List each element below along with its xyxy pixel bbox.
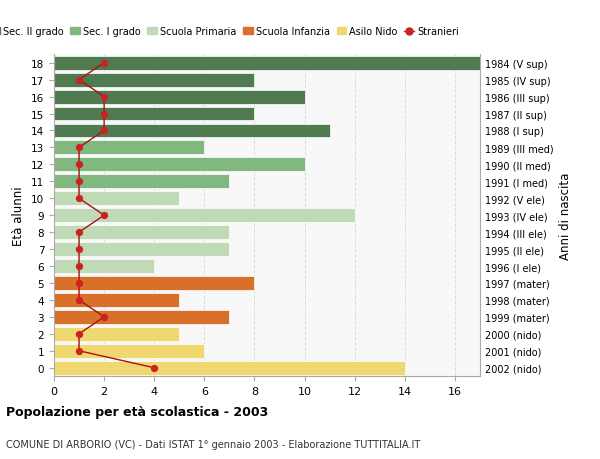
Y-axis label: Età alunni: Età alunni bbox=[13, 186, 25, 246]
Point bbox=[74, 246, 84, 253]
Bar bbox=[54, 310, 229, 324]
Point bbox=[74, 263, 84, 270]
Bar bbox=[54, 226, 229, 240]
Bar bbox=[54, 192, 179, 206]
Legend: Sec. II grado, Sec. I grado, Scuola Primaria, Scuola Infanzia, Asilo Nido, Stran: Sec. II grado, Sec. I grado, Scuola Prim… bbox=[0, 23, 463, 41]
Bar bbox=[54, 327, 179, 341]
Point bbox=[100, 313, 109, 321]
Point bbox=[74, 161, 84, 168]
Bar bbox=[54, 73, 254, 87]
Point bbox=[100, 128, 109, 135]
Bar bbox=[54, 124, 329, 138]
Bar bbox=[54, 158, 305, 172]
Point bbox=[100, 111, 109, 118]
Bar bbox=[54, 90, 305, 104]
Point bbox=[74, 77, 84, 84]
Point bbox=[74, 330, 84, 338]
Bar bbox=[54, 344, 205, 358]
Y-axis label: Anni di nascita: Anni di nascita bbox=[559, 172, 572, 259]
Point bbox=[74, 178, 84, 185]
Point bbox=[74, 145, 84, 152]
Point bbox=[100, 212, 109, 219]
Bar bbox=[54, 175, 229, 189]
Bar bbox=[54, 141, 205, 155]
Bar bbox=[54, 209, 355, 223]
Bar bbox=[54, 259, 154, 274]
Text: Popolazione per età scolastica - 2003: Popolazione per età scolastica - 2003 bbox=[6, 405, 268, 419]
Point bbox=[149, 364, 159, 372]
Point bbox=[74, 280, 84, 287]
Point bbox=[74, 347, 84, 355]
Point bbox=[100, 60, 109, 67]
Bar bbox=[54, 293, 179, 307]
Point bbox=[100, 94, 109, 101]
Bar bbox=[54, 276, 254, 290]
Text: COMUNE DI ARBORIO (VC) - Dati ISTAT 1° gennaio 2003 - Elaborazione TUTTITALIA.IT: COMUNE DI ARBORIO (VC) - Dati ISTAT 1° g… bbox=[6, 440, 420, 449]
Point bbox=[74, 297, 84, 304]
Bar bbox=[54, 243, 229, 257]
Bar bbox=[54, 107, 254, 121]
Bar bbox=[54, 361, 405, 375]
Bar bbox=[54, 56, 480, 71]
Point bbox=[74, 229, 84, 236]
Point bbox=[74, 195, 84, 202]
